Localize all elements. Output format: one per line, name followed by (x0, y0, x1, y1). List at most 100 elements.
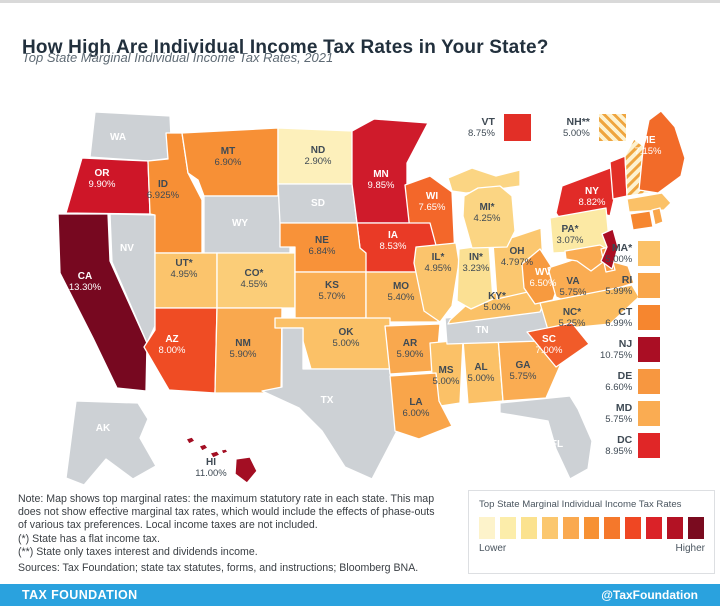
side-state-rate: 10.75% (600, 349, 633, 361)
twitter-handle[interactable]: @TaxFoundation (601, 588, 698, 602)
side-legend-md: MD 5.75% (600, 401, 661, 426)
page-subtitle: Top State Marginal Individual Income Tax… (22, 50, 334, 65)
state-la (389, 372, 453, 440)
scale-lower-label: Lower (479, 543, 507, 554)
state-hi-island (209, 450, 221, 459)
side-color-swatch (638, 337, 661, 362)
nh-legend-rate: 5.00% (562, 127, 590, 139)
state-ca (57, 213, 148, 392)
note-line: (*) State has a flat income tax. (18, 532, 160, 545)
side-legend-ri: RI 5.99% (600, 273, 661, 298)
nh-legend-code: NH** (566, 115, 590, 128)
side-state-code: RI (621, 273, 633, 286)
state-al (462, 336, 504, 405)
vt-color-swatch (503, 114, 531, 141)
footer-bar: TAX FOUNDATION @TaxFoundation (0, 584, 720, 606)
state-ak (65, 400, 157, 486)
side-color-swatch (638, 305, 661, 330)
scale-higher-label: Higher (675, 543, 705, 554)
side-state-rate: 6.60% (605, 381, 633, 393)
scale-swatch (520, 517, 537, 539)
window-top-edge (0, 0, 720, 3)
note-line: Note: Map shows top marginal rates: the … (18, 493, 435, 505)
scale-swatch (562, 517, 579, 539)
state-in (456, 244, 494, 310)
scale-swatch (499, 517, 516, 539)
side-state-code: DE (617, 369, 633, 382)
side-color-swatch (638, 433, 661, 458)
state-nc (539, 284, 640, 331)
state-mi (462, 185, 516, 249)
state-nm (214, 307, 283, 394)
state-mt (181, 127, 279, 197)
state-hi-island (185, 436, 196, 445)
vt-legend-text: VT 8.75% (468, 115, 495, 139)
color-scale-legend: Top State Marginal Individual Income Tax… (468, 490, 715, 574)
scale-swatch (688, 517, 704, 539)
state-wy (203, 195, 291, 254)
state-ct (629, 210, 654, 231)
state-nj (600, 228, 619, 270)
side-legend-ct: CT 6.99% (600, 305, 661, 330)
state-il (413, 242, 460, 323)
state-az (143, 307, 218, 394)
scale-swatch (646, 517, 663, 539)
page-title: How High Are Individual Income Tax Rates… (22, 36, 549, 58)
color-scale-title: Top State Marginal Individual Income Tax… (479, 499, 682, 510)
side-state-rate: 6.99% (605, 317, 633, 329)
side-state-rate: 8.95% (605, 445, 633, 457)
scale-swatch (541, 517, 558, 539)
vt-legend-code: VT (481, 115, 495, 128)
state-sd (277, 183, 358, 224)
state-label-hi: HI (206, 457, 216, 468)
scale-swatch (625, 517, 642, 539)
side-color-swatch (638, 241, 661, 266)
side-legend-ma: MA* 5.00% (600, 241, 661, 266)
side-legend-dc: DC 8.95% (600, 433, 661, 458)
state-mi-upper-peninsula (447, 167, 521, 194)
brand-name: TAX FOUNDATION (22, 588, 138, 602)
state-wa (89, 111, 173, 162)
scale-swatch (604, 517, 621, 539)
side-color-swatch (638, 401, 661, 426)
scale-swatch (479, 517, 495, 539)
state-vt (609, 155, 628, 200)
state-nd (277, 127, 353, 185)
state-me (638, 110, 686, 194)
state-ri (651, 207, 664, 226)
scale-swatch (583, 517, 600, 539)
scale-swatch (667, 517, 684, 539)
state-hi (234, 456, 258, 484)
note-line: (**) State only taxes interest and divid… (18, 545, 258, 558)
side-state-code: CT (618, 305, 633, 318)
state-fl (499, 395, 593, 480)
state-ny (555, 162, 617, 220)
nh-legend-text: NH** 5.00% (562, 115, 590, 139)
side-state-rate: 5.75% (605, 413, 633, 425)
side-state-code: NJ (618, 337, 633, 350)
nh-hatched-swatch (598, 114, 626, 141)
side-state-rate: 5.99% (605, 285, 633, 297)
state-ma (626, 192, 672, 213)
map-inset-legend: VT 8.75% NH** 5.00% (468, 114, 626, 141)
note-line: of various tax preferences. Local income… (18, 519, 318, 532)
sources-line: Sources: Tax Foundation; state tax statu… (18, 562, 419, 575)
color-scale-swatches (479, 517, 704, 539)
side-state-code: DC (617, 433, 633, 446)
state-nv (109, 213, 156, 344)
state-label-hi: 11.00% (195, 468, 227, 479)
state-sc (526, 322, 590, 368)
side-state-code: MA* (611, 241, 633, 254)
vt-legend-rate: 8.75% (468, 127, 495, 139)
state-ks (294, 271, 367, 319)
state-tx (261, 327, 400, 480)
state-hi-island (198, 443, 209, 452)
side-state-code: MD (615, 401, 633, 414)
note-line: does not show effective marginal tax rat… (18, 506, 435, 519)
east-coast-state-list: MA* 5.00% RI 5.99% CT 6.99% NJ 10.75% DE 6.60% MD 5… (600, 241, 661, 458)
side-color-swatch (638, 273, 661, 298)
side-legend-de: DE 6.60% (600, 369, 661, 394)
side-color-swatch (638, 369, 661, 394)
state-hi-island (220, 448, 229, 455)
state-or (65, 157, 151, 215)
